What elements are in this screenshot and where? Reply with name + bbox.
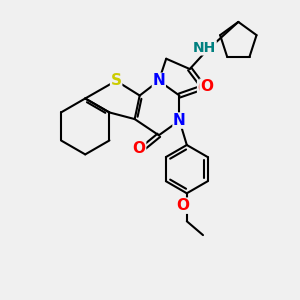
Text: NH: NH bbox=[193, 41, 216, 55]
Text: O: O bbox=[200, 79, 213, 94]
Text: O: O bbox=[133, 141, 146, 156]
Text: S: S bbox=[111, 73, 122, 88]
Text: O: O bbox=[176, 198, 189, 213]
Text: O: O bbox=[198, 81, 211, 96]
Text: N: N bbox=[173, 113, 186, 128]
Text: N: N bbox=[152, 73, 165, 88]
